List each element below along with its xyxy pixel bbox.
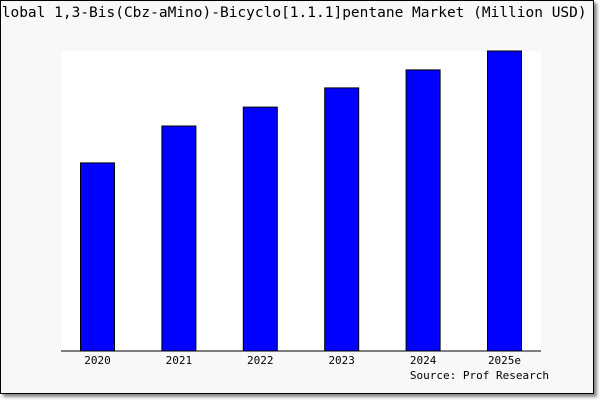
bar-chart: 2020 2021 2022 2023 2024 2025e — [61, 50, 541, 367]
chart-title: Global 1,3-Bis(Cbz-aMino)-Bicyclo[1.1.1]… — [0, 5, 587, 21]
x-tick-label: 2025e — [488, 354, 521, 367]
plot-area — [61, 51, 541, 351]
bar-2024 — [405, 69, 441, 352]
source-note: Source: Prof Research — [409, 369, 549, 382]
x-tick-label: 2023 — [328, 354, 355, 367]
x-tick-label: 2022 — [247, 354, 274, 367]
bar-2020 — [80, 162, 115, 352]
chart-frame: Global 1,3-Bis(Cbz-aMino)-Bicyclo[1.1.1]… — [0, 0, 594, 394]
x-tick-label: 2024 — [410, 354, 437, 367]
bar-2021 — [161, 125, 197, 352]
bar-2022 — [242, 106, 278, 352]
x-tick-label: 2021 — [166, 354, 193, 367]
bar-2025e — [487, 50, 522, 352]
bar-2023 — [324, 87, 360, 352]
x-tick-label: 2020 — [84, 354, 111, 367]
